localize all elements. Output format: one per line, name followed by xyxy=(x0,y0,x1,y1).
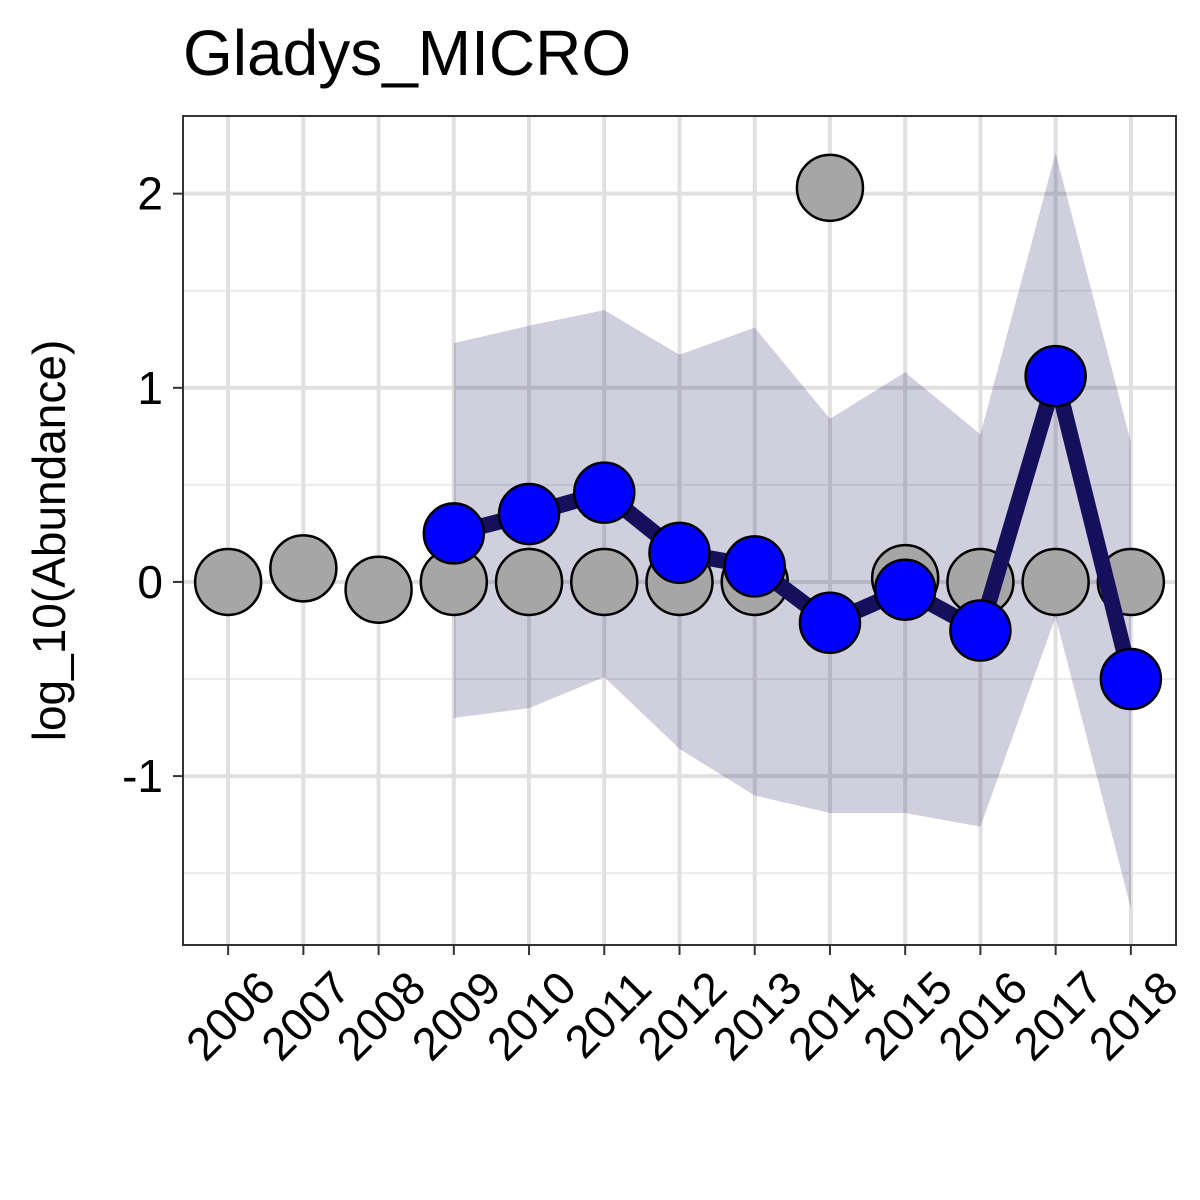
data-point-blue xyxy=(497,482,561,546)
data-point-blue xyxy=(798,591,862,654)
data-point-grey xyxy=(344,555,413,624)
data-point-blue xyxy=(648,521,711,585)
series-lines xyxy=(451,368,1139,681)
data-point-grey xyxy=(269,534,338,603)
data-point-grey xyxy=(193,547,263,617)
confidence-band xyxy=(453,152,1131,909)
data-point-grey xyxy=(494,547,564,617)
plot-panel xyxy=(182,115,1177,946)
chart-title: Gladys_MICRO xyxy=(183,17,631,89)
x-axis: 2006200720082009201020112012201320142015… xyxy=(176,945,1188,1070)
data-point-grey xyxy=(570,547,639,617)
y-tick-label: 0 xyxy=(137,556,163,608)
y-axis: -1 0 1 2 xyxy=(122,168,183,802)
blue-points xyxy=(422,344,1163,711)
data-point-grey xyxy=(1021,547,1090,617)
y-tick-label: -1 xyxy=(122,750,163,802)
data-point-blue xyxy=(1024,344,1087,408)
ribbon-area xyxy=(453,152,1131,909)
y-axis-label: log_10(Abundance) xyxy=(23,340,75,742)
data-point-blue xyxy=(873,558,937,621)
data-point-blue xyxy=(422,502,486,565)
x-tick-label: 2018 xyxy=(1079,961,1188,1070)
y-tick-label: 1 xyxy=(137,362,163,414)
data-point-blue xyxy=(949,599,1012,662)
data-point-grey xyxy=(795,153,865,223)
series-line xyxy=(451,368,1139,681)
data-point-blue xyxy=(1099,647,1163,711)
y-tick-label: 2 xyxy=(137,168,163,220)
data-point-blue xyxy=(723,535,786,598)
data-point-blue xyxy=(573,461,636,524)
